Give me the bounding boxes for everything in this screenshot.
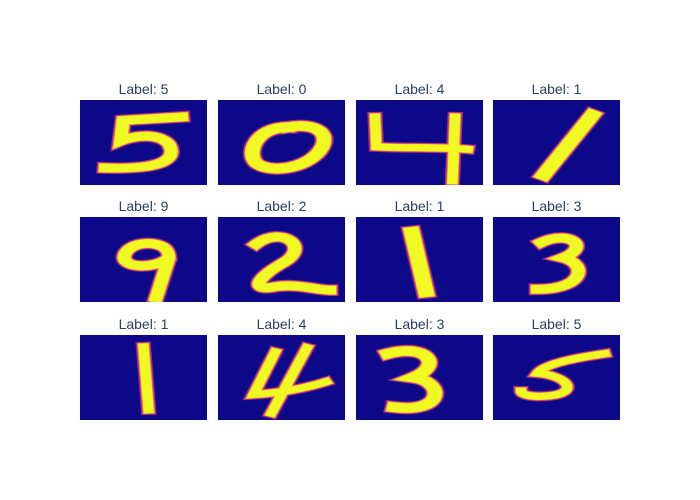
panel-title: Label: 5 — [118, 81, 169, 97]
digit-stroke — [515, 349, 611, 400]
panel-title: Label: 4 — [256, 316, 307, 332]
digit-heatmap — [80, 335, 207, 420]
digit-heatmap — [218, 335, 345, 420]
digit-heatmap — [356, 217, 483, 302]
digit-stroke — [245, 121, 332, 174]
digit-heatmap — [80, 100, 207, 185]
digit-heatmap — [218, 217, 345, 302]
digit-stroke — [403, 226, 435, 298]
panel-title: Label: 5 — [531, 316, 582, 332]
digit-stroke — [447, 113, 461, 185]
digit-stroke — [531, 233, 585, 294]
digit-heatmap — [218, 100, 345, 185]
digit-heatmap — [493, 335, 620, 420]
digit-heatmap — [356, 100, 483, 185]
panel-title: Label: 2 — [256, 198, 307, 214]
digit-stroke — [533, 108, 603, 182]
panel-title: Label: 1 — [394, 198, 445, 214]
digit-stroke — [138, 343, 154, 414]
digit-stroke — [118, 239, 176, 302]
digit-stroke — [264, 343, 314, 418]
digit-stroke — [247, 232, 337, 295]
digit-heatmap — [80, 217, 207, 302]
panel-title: Label: 0 — [256, 81, 307, 97]
panel-title: Label: 1 — [118, 316, 169, 332]
panel-title: Label: 3 — [394, 316, 445, 332]
digit-heatmap — [493, 100, 620, 185]
digit-stroke — [98, 112, 189, 173]
panel-title: Label: 1 — [531, 81, 582, 97]
panel-title: Label: 3 — [531, 198, 582, 214]
panel-title: Label: 9 — [118, 198, 169, 214]
digit-heatmap — [493, 217, 620, 302]
digit-heatmap — [356, 335, 483, 420]
heatmap-background — [80, 217, 207, 302]
digit-stroke — [378, 346, 442, 413]
panel-title: Label: 4 — [394, 81, 445, 97]
